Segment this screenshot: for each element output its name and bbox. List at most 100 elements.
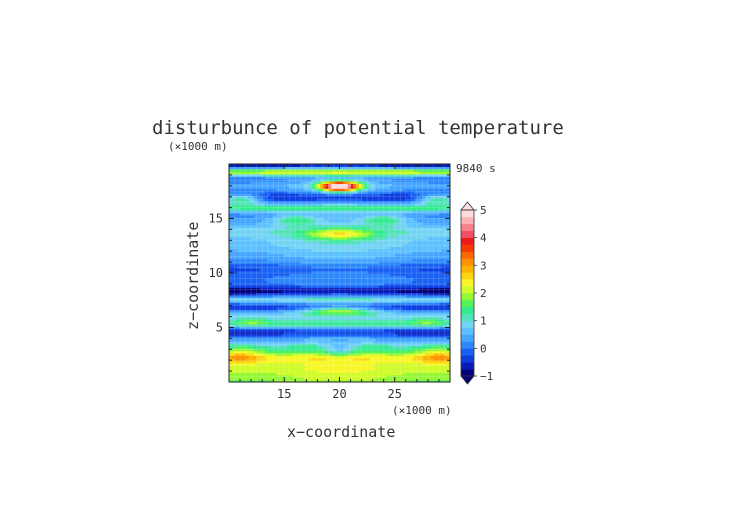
heatmap-cell: [408, 316, 412, 320]
heatmap-cell: [408, 304, 412, 308]
heatmap-cell: [369, 309, 374, 313]
heatmap-cell: [405, 287, 410, 291]
heatmap-cell: [333, 304, 338, 308]
heatmap-cell: [364, 246, 368, 250]
heatmap-cell: [372, 333, 377, 337]
heatmap-cell: [242, 309, 247, 313]
heatmap-cell: [394, 316, 399, 320]
heatmap-cell: [229, 350, 233, 354]
heatmap-cell: [364, 285, 368, 289]
heatmap-cell: [270, 367, 274, 371]
heatmap-cell: [320, 253, 324, 257]
heatmap-cell: [234, 275, 238, 279]
heatmap-cell: [281, 316, 285, 320]
heatmap-cell: [350, 302, 354, 306]
heatmap-cell: [295, 297, 299, 301]
heatmap-cell: [372, 241, 377, 245]
heatmap-cell: [270, 340, 274, 344]
heatmap-cell: [314, 328, 318, 332]
heatmap-cell: [342, 287, 346, 291]
heatmap-cell: [358, 243, 363, 247]
heatmap-cell: [400, 335, 404, 339]
heatmap-cell: [270, 365, 274, 369]
heatmap-cell: [397, 316, 401, 320]
heatmap-cell: [441, 292, 446, 296]
heatmap-cell: [391, 350, 396, 354]
heatmap-cell: [300, 256, 305, 260]
heatmap-cell: [309, 287, 313, 291]
heatmap-cell: [416, 280, 421, 284]
heatmap-cell: [419, 311, 423, 315]
heatmap-cell: [372, 280, 377, 284]
heatmap-cell: [339, 263, 343, 267]
heatmap-cell: [391, 343, 396, 347]
heatmap-cell: [411, 265, 415, 269]
heatmap-cell: [287, 268, 291, 272]
heatmap-cell: [320, 343, 324, 347]
heatmap-cell: [356, 236, 360, 240]
heatmap-cell: [248, 367, 252, 371]
heatmap-cell: [300, 253, 305, 257]
heatmap-cell: [372, 292, 377, 296]
heatmap-cell: [414, 314, 418, 318]
heatmap-cell: [281, 273, 285, 277]
heatmap-cell: [391, 326, 396, 330]
heatmap-cell: [251, 299, 255, 303]
heatmap-cell: [369, 377, 374, 381]
heatmap-cell: [422, 236, 426, 240]
heatmap-cell: [350, 369, 354, 373]
heatmap-cell: [240, 321, 244, 325]
heatmap-cell: [386, 369, 390, 373]
heatmap-cell: [314, 285, 318, 289]
heatmap-cell: [403, 248, 407, 252]
heatmap-cell: [229, 234, 233, 238]
heatmap-cell: [361, 289, 365, 293]
heatmap-cell: [389, 350, 393, 354]
heatmap-cell: [317, 302, 321, 306]
heatmap-cell: [256, 277, 260, 281]
heatmap-cell: [245, 372, 249, 376]
heatmap-cell: [287, 357, 291, 361]
heatmap-cell: [356, 297, 360, 301]
heatmap-cell: [403, 292, 407, 296]
heatmap-cell: [328, 302, 332, 306]
heatmap-cell: [298, 323, 302, 327]
heatmap-cell: [248, 285, 252, 289]
heatmap-cell: [447, 236, 450, 240]
heatmap-cell: [314, 256, 318, 260]
heatmap-cell: [375, 326, 379, 330]
heatmap-cell: [427, 273, 432, 277]
heatmap-cell: [380, 348, 385, 352]
heatmap-cell: [229, 297, 233, 301]
heatmap-cell: [397, 314, 401, 318]
heatmap-cell: [248, 319, 252, 323]
heatmap-cell: [364, 319, 368, 323]
heatmap-cell: [345, 265, 349, 269]
heatmap-cell: [405, 314, 410, 318]
heatmap-cell: [251, 314, 255, 318]
heatmap-cell: [419, 335, 423, 339]
heatmap-cell: [331, 292, 335, 296]
heatmap-cell: [278, 321, 283, 325]
heatmap-cell: [320, 270, 324, 274]
heatmap-cell: [259, 289, 263, 293]
heatmap-cell: [367, 348, 371, 352]
heatmap-cell: [416, 239, 421, 243]
heatmap-cell: [262, 321, 266, 325]
heatmap-cell: [422, 265, 426, 269]
heatmap-cell: [350, 248, 354, 252]
heatmap-cell: [361, 348, 365, 352]
heatmap-cell: [270, 326, 274, 330]
heatmap-cell: [245, 350, 249, 354]
heatmap-cell: [403, 236, 407, 240]
heatmap-cell: [441, 280, 446, 284]
heatmap-cell: [339, 314, 343, 318]
heatmap-cell: [295, 369, 299, 373]
heatmap-cell: [372, 246, 377, 250]
heatmap-cell: [303, 372, 307, 376]
heatmap-cell: [256, 350, 260, 354]
heatmap-cell: [353, 372, 357, 376]
heatmap-cell: [408, 314, 412, 318]
heatmap-cell: [350, 234, 354, 238]
heatmap-cell: [394, 294, 399, 298]
